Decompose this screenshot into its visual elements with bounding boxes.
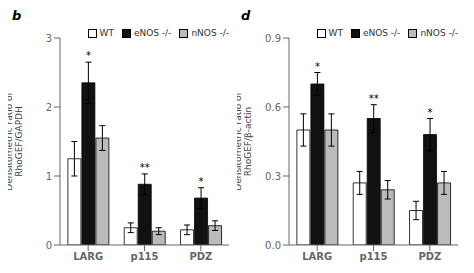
svg-text:*: * xyxy=(199,176,204,187)
svg-text:LARG: LARG xyxy=(302,251,332,262)
html-text:nNOS -/-: nNOS -/- xyxy=(191,28,229,38)
svg-text:p115: p115 xyxy=(359,251,387,262)
svg-text:0.9: 0.9 xyxy=(265,33,281,44)
html-text:WT: WT xyxy=(99,28,114,38)
html-text:WT: WT xyxy=(328,28,343,38)
html-text:eNOS -/-: eNOS -/- xyxy=(362,28,401,38)
svg-text:3: 3 xyxy=(46,33,52,44)
svg-text:p115: p115 xyxy=(130,251,158,262)
html-text:eNOS -/-: eNOS -/- xyxy=(133,28,172,38)
svg-text:Densitometric ratio ofRhoGEF/β: Densitometric ratio ofRhoGEF/β-actin xyxy=(237,91,253,190)
svg-text:0.3: 0.3 xyxy=(265,171,281,182)
svg-text:*: * xyxy=(86,50,91,61)
svg-text:0.0: 0.0 xyxy=(265,240,281,251)
svg-text:1: 1 xyxy=(46,171,52,182)
svg-text:*: * xyxy=(315,61,320,72)
svg-text:LARG: LARG xyxy=(73,251,103,262)
svg-text:PDZ: PDZ xyxy=(189,251,212,262)
html-text:nNOS -/-: nNOS -/- xyxy=(420,28,458,38)
svg-text:**: ** xyxy=(369,93,379,104)
html-text:d: d xyxy=(241,8,251,23)
svg-text:0.6: 0.6 xyxy=(265,102,281,113)
html-text:b: b xyxy=(12,8,22,23)
svg-text:0: 0 xyxy=(46,240,52,251)
svg-text:Densitometric ratio ofRhoGEF/G: Densitometric ratio ofRhoGEF/GAPDH xyxy=(8,91,24,190)
svg-text:PDZ: PDZ xyxy=(418,251,441,262)
svg-text:2: 2 xyxy=(46,102,52,113)
svg-text:**: ** xyxy=(140,162,150,173)
svg-text:*: * xyxy=(428,107,433,118)
